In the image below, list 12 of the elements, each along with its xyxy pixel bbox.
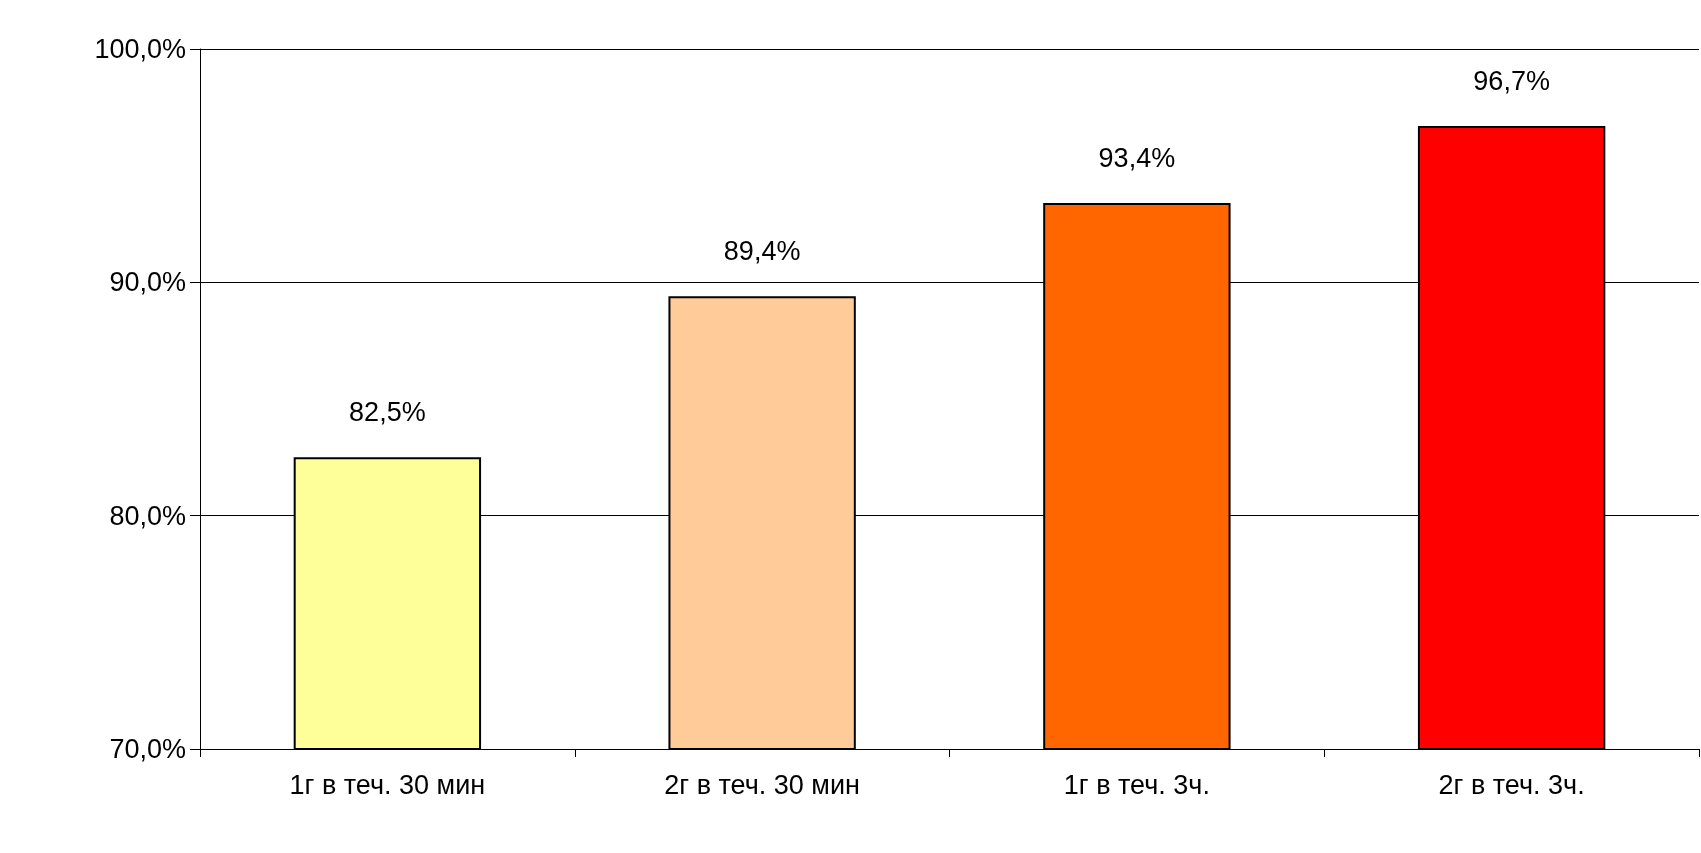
y-tick-label: 90,0%	[109, 267, 186, 298]
y-tick-label: 80,0%	[109, 500, 186, 531]
data-label: 93,4%	[1098, 142, 1176, 173]
data-label: 89,4%	[723, 235, 801, 266]
y-tick-label: 70,0%	[109, 734, 186, 764]
data-label: 82,5%	[349, 396, 426, 427]
y-tick-label: 100,0%	[94, 34, 186, 64]
x-tick-label: 2г в теч. 3ч.	[1438, 769, 1585, 800]
x-tick-label: 1г в теч. 3ч.	[1063, 769, 1210, 800]
x-tick-label: 1г в теч. 30 мин	[289, 769, 486, 800]
data-label: 96,7%	[1473, 65, 1550, 96]
x-tick-label: 2г в теч. 30 мин	[664, 769, 860, 800]
